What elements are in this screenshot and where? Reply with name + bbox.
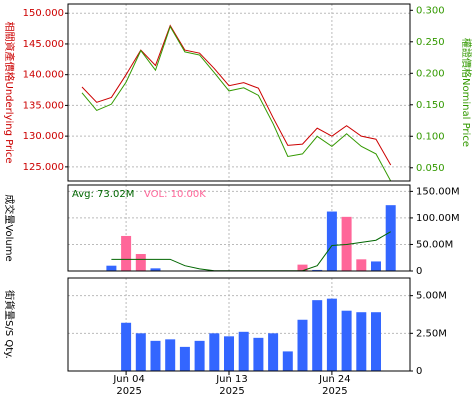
y-axis-title: 成交量Volume [3,194,16,261]
bar [268,333,279,371]
y-tick-label: 0 [416,266,422,277]
bar [356,259,367,271]
bar [150,268,161,271]
panel-frame [67,184,411,272]
y-tick-label: 150.000 [23,8,64,19]
vol-label: VOL: 10.00K [144,189,206,200]
bar [297,264,308,271]
bar [106,265,117,271]
y-tick-label: 0 [416,366,422,377]
bar [297,319,308,371]
y2-tick-label: 0.250 [416,37,445,48]
bar [194,340,205,371]
y2-tick-label: 0.150 [416,100,445,111]
y-tick-label: 130.000 [23,131,64,142]
y-tick-label: 145.000 [23,39,64,50]
bar [326,211,337,271]
y2-axis-title: 權證價格Nominal Price [460,38,473,147]
bar [371,261,381,271]
bar [179,346,190,371]
bar [312,300,323,371]
price-line [81,25,392,182]
price-line [81,24,392,166]
x-year-label: 2025 [116,386,141,397]
y-tick-label: 135.000 [23,100,64,111]
y-axis-title: 街貨量S/S Qty. [3,290,16,359]
y-tick-label: 140.000 [23,70,64,81]
y-tick-label: 2.50M [416,328,447,339]
bar [312,269,323,271]
y2-tick-label: 0.050 [416,163,445,174]
bar [371,312,381,371]
bar [253,337,264,371]
bar [150,340,161,371]
y2-tick-label: 0.200 [416,68,445,79]
panel-frame [67,277,411,372]
x-year-label: 2025 [219,386,244,397]
y-tick-label: 100.00M [416,213,460,224]
bar [135,254,146,271]
bar [121,322,132,371]
x-tick-label: Jun 13 [215,374,248,385]
y2-tick-label: 0.100 [416,131,445,142]
y-tick-label: 150.00M [416,186,460,197]
bar [356,312,367,371]
y-tick-label: 5.00M [416,291,447,302]
bar [135,333,146,371]
bar [165,339,176,371]
x-tick-label: Jun 24 [318,374,351,385]
x-year-label: 2025 [322,386,347,397]
bar [385,205,396,271]
bar [224,336,234,371]
panel-frame [67,3,411,182]
bar [238,331,249,371]
x-tick-label: Jun 04 [112,374,145,385]
bar [341,310,352,371]
avg-label: Avg: 73.02M [72,189,134,200]
bar [209,333,220,371]
bar [282,351,293,371]
y2-tick-label: 0.300 [416,5,445,16]
bar [341,216,352,271]
y-axis-title: 相關資產價格Underlying Price [3,21,16,163]
y-tick-label: 125.000 [23,162,64,173]
bar [326,298,337,371]
y-tick-label: 50.00M [416,239,453,250]
bar [121,235,132,271]
